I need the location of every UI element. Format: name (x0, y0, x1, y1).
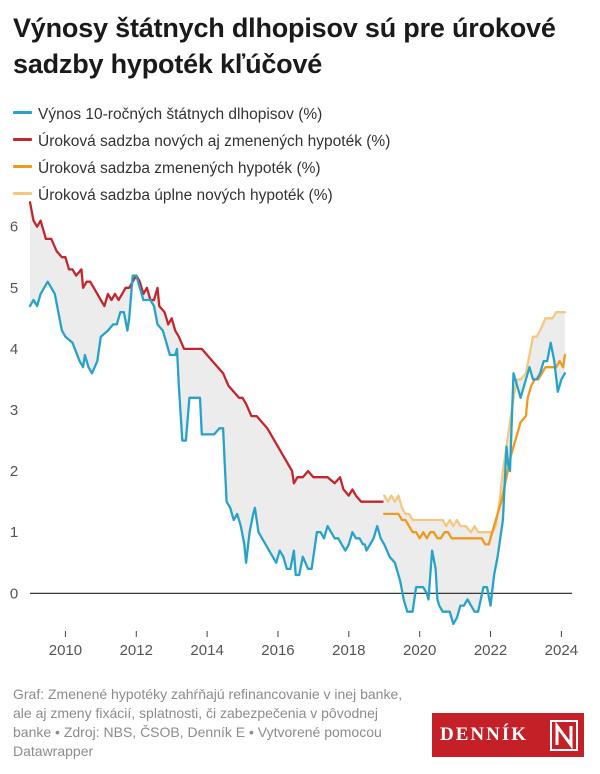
line-chart: 0 1 2 3 4 5 6 2010 2012 2014 2016 2018 2020 2022 2024 (10, 201, 578, 659)
legend-label-all-mortgage: Úroková sadzba nových aj zmenených hypot… (38, 133, 391, 150)
legend-swatch-changed-mortgage (13, 165, 32, 169)
new-mortgage-rate-line (383, 311, 567, 534)
legend-swatch-all-mortgage (13, 138, 32, 142)
x-tick-label-2018: 2018 (332, 642, 365, 659)
legend-label-changed-mortgage: Úroková sadzba zmenených hypoték (%) (38, 160, 321, 177)
legend-item-changed-mortgage: Úroková sadzba zmenených hypoték (%) (13, 155, 321, 182)
dennik-logo: DENNÍK (432, 713, 584, 757)
legend-item-bond-yield: Výnos 10-ročných štátnych dlhopisov (%) (13, 101, 322, 128)
legend-label-bond-yield: Výnos 10-ročných štátnych dlhopisov (%) (38, 106, 323, 123)
x-tick-label-2012: 2012 (120, 642, 153, 659)
chart-title: Výnosy štátnych dlhopisov sú pre úrokové… (13, 13, 556, 79)
legend-item-all-mortgage: Úroková sadzba nových aj zmenených hypot… (13, 128, 390, 155)
footer-note: Graf: Zmenené hypotéky zahŕňajú refinanc… (13, 686, 403, 759)
y-tick-label-4: 4 (10, 341, 18, 358)
bond-yield-line (28, 274, 567, 626)
logo-mark-icon (550, 720, 578, 751)
y-tick-label-2: 2 (10, 463, 18, 480)
x-tick-label-2024: 2024 (545, 642, 578, 659)
legend-swatch-bond-yield (13, 111, 32, 115)
x-tick-label-2016: 2016 (261, 642, 294, 659)
legend: Výnos 10-ročných štátnych dlhopisov (%) … (13, 101, 593, 209)
y-tick-label-1: 1 (10, 524, 18, 541)
changed-mortgage-rate-line (383, 353, 567, 546)
y-tick-label-3: 3 (10, 402, 18, 419)
all-mortgage-rate-line (28, 201, 384, 503)
legend-item-new-mortgage: Úroková sadzba úplne nových hypoték (%) (13, 182, 333, 209)
shaded-gap-area (30, 202, 565, 624)
logo-n-glyph (555, 721, 573, 750)
x-tick-label-2010: 2010 (49, 642, 82, 659)
x-tick-label-2014: 2014 (190, 642, 223, 659)
logo-text: DENNÍK (440, 724, 529, 745)
x-tick-label-2020: 2020 (403, 642, 436, 659)
legend-label-new-mortgage: Úroková sadzba úplne nových hypoték (%) (38, 187, 333, 204)
x-tick-label-2022: 2022 (474, 642, 507, 659)
y-tick-label-0: 0 (10, 585, 18, 602)
y-tick-label-6: 6 (10, 219, 18, 236)
y-tick-label-5: 5 (10, 280, 18, 297)
legend-swatch-new-mortgage (13, 192, 32, 196)
